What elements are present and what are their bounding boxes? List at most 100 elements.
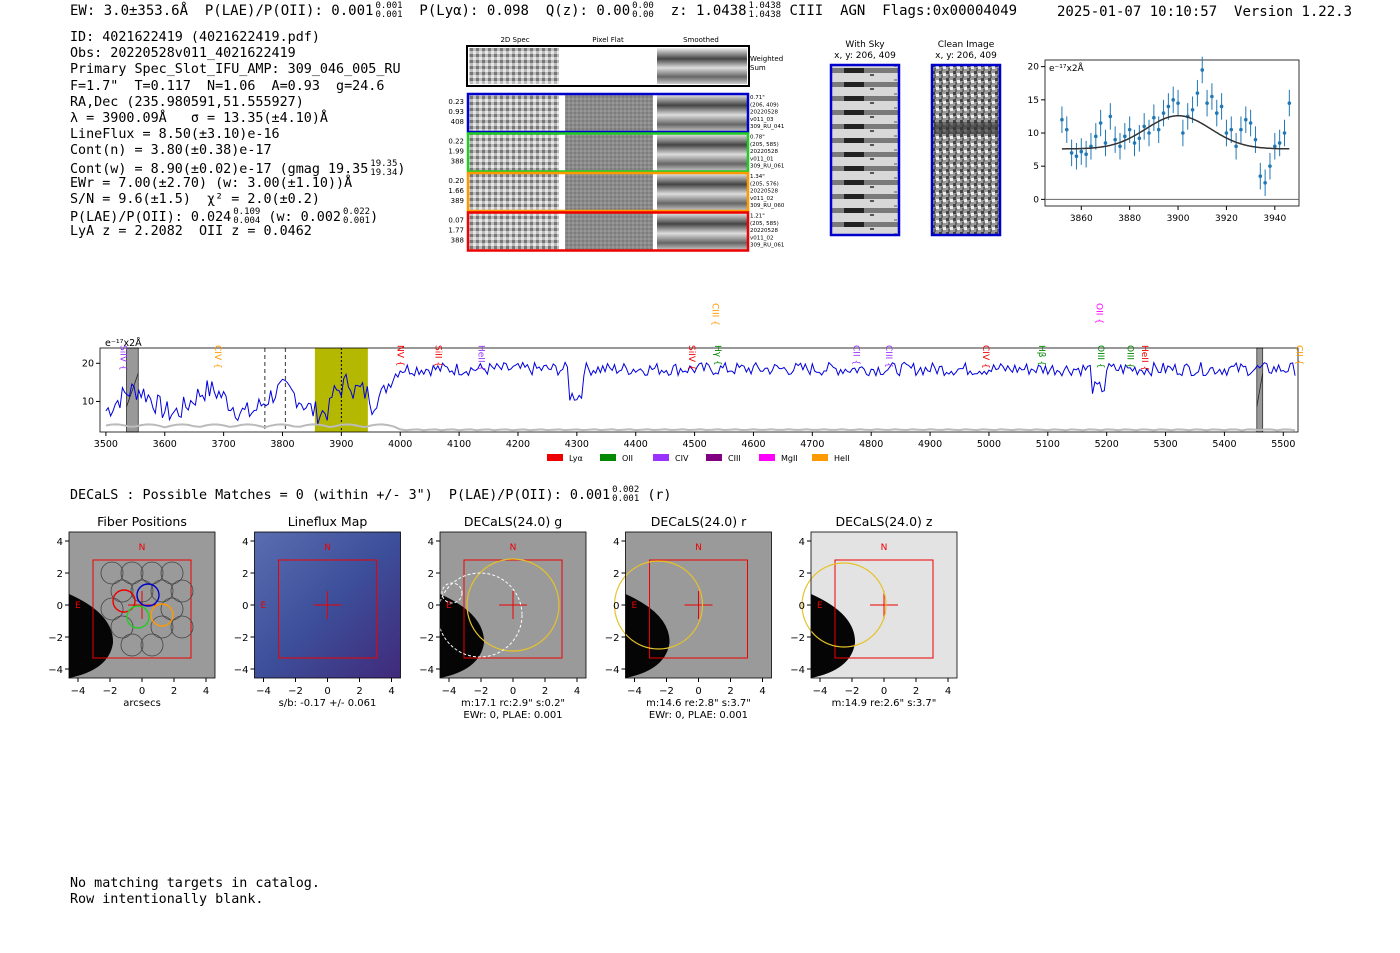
fit-data-point xyxy=(1161,111,1166,115)
decals-east-label: E xyxy=(446,601,452,611)
footer-line-2: Row intentionally blank. xyxy=(70,892,264,907)
decals-xtick-label: 0 xyxy=(324,686,330,697)
line-fit-chart: 3860 3880 3900 3920 3940 0 5 10 15 20 e⁻¹⁷x2Å xyxy=(1028,56,1300,224)
fiber-circle xyxy=(160,561,184,585)
fit-data-point xyxy=(1113,137,1117,142)
decals-xtick-label: −2 xyxy=(103,686,118,697)
cutout-pixelflat xyxy=(565,133,653,172)
header-plae: P(LAE)/P(OII): 0.001 xyxy=(204,3,374,19)
cutout-row-right-value: v011_02 xyxy=(750,196,774,202)
decals-xtick-label: −4 xyxy=(71,686,86,697)
info-plae-hi: 0.109 xyxy=(233,207,261,218)
fit-xtick-label: 3880 xyxy=(1118,214,1141,224)
fit-data-point xyxy=(1282,131,1287,135)
fiber-circle xyxy=(100,597,124,621)
cutout-row-right-value: 20220528 xyxy=(750,110,778,116)
decals-xtick-label: 2 xyxy=(913,686,919,697)
header-z: z: 1.0438 xyxy=(670,3,747,19)
decals-xtick-label: 4 xyxy=(203,686,209,697)
sky-images: With Sky x, y: 206, 409 Clean Image x, y… xyxy=(829,40,1002,237)
cutout-smoothed xyxy=(657,212,747,251)
fit-data-point xyxy=(1248,121,1253,125)
fit-data-point xyxy=(1205,101,1209,105)
cutout-row-frame xyxy=(466,132,750,173)
decals-source-blob xyxy=(440,594,485,678)
decals-ytick-label: −2 xyxy=(419,633,434,644)
cutout-2dspec xyxy=(469,173,559,211)
fit-plot-frame xyxy=(1044,59,1300,207)
full-spectrum-chart: 3500 3600 3700 3800 3900 4000 4100 4200 4300 4400… xyxy=(82,303,1303,463)
cutout-row-left-value: 388 xyxy=(451,158,464,166)
weighted-sum-label: Weighted xyxy=(750,55,783,63)
decals-xtick-label: 2 xyxy=(171,686,177,697)
fiber-circle xyxy=(120,633,144,657)
spectrum-xtick-label: 4300 xyxy=(565,439,589,450)
decals-ytick-label: −4 xyxy=(790,665,805,676)
cutout-row-1: 0.23 0.93 408 0.71"(206, 409) 20220528v011_0… xyxy=(448,92,784,134)
legend-label: MgII xyxy=(781,454,798,463)
decals-east-label: E xyxy=(632,601,638,611)
info-lambda: λ = 3900.09Å σ = 13.35(±4.10)Å xyxy=(70,110,328,126)
info-spec: Primary Spec_Slot_IFU_AMP: 309_046_005_R… xyxy=(70,62,401,78)
decals-panel-title: Lineflux Map xyxy=(288,514,368,529)
spectrum-xtick-label: 4400 xyxy=(624,439,648,450)
fit-data-point xyxy=(1273,144,1277,149)
header-version: Version 1.22.3 xyxy=(1234,4,1353,20)
decals-ytick-label: 2 xyxy=(799,569,805,580)
info-z-line: LyA z = 2.2082 OII z = 0.0462 xyxy=(70,224,312,240)
header-z-lo: 1.0438 xyxy=(748,10,782,20)
info-cont-w-end: ) xyxy=(397,161,406,177)
fit-data-point xyxy=(1147,131,1151,135)
fiber-circle xyxy=(140,633,164,657)
decals-north-label: N xyxy=(510,543,517,553)
decals-xtick-label: 0 xyxy=(881,686,887,697)
spectrum-xtick-label: 5500 xyxy=(1271,439,1295,450)
cutout-row-2: 0.22 1.99 388 0.78"(205, 585)20220528v011_0… xyxy=(448,132,784,173)
fit-data-point xyxy=(1166,104,1171,109)
info-plae: P(LAE)/P(OII): 0.024 0.109 0.004 (w: 0.002… xyxy=(70,207,405,226)
decals-east-label: E xyxy=(261,601,267,611)
fit-data-point xyxy=(1210,94,1214,99)
decals-xtick-label: −2 xyxy=(659,686,674,697)
fit-data-point xyxy=(1060,117,1064,122)
fit-data-point xyxy=(1103,141,1108,145)
decals-ytick-label: 0 xyxy=(57,601,63,612)
spectrum-xtick-label: 3600 xyxy=(153,439,177,450)
decals-summary-lo: 0.001 xyxy=(612,494,640,504)
spectrum-xtick-label: 3500 xyxy=(94,439,118,450)
decals-xtick-label: −2 xyxy=(474,686,489,697)
decals-ytick-label: −2 xyxy=(790,633,805,644)
cutout-row-left-value: 388 xyxy=(451,237,464,245)
fit-unit-label: e⁻¹⁷x2Å xyxy=(1049,62,1085,74)
fit-data-point xyxy=(1258,174,1263,178)
spectrum-line-marker: HeII { xyxy=(476,345,486,371)
spectrum-xtick-label: 4800 xyxy=(859,439,883,450)
decals-ytick-label: 2 xyxy=(57,569,63,580)
spectrum-flux-line xyxy=(105,360,1296,425)
fit-data-point xyxy=(1069,151,1074,155)
decals-aperture-box xyxy=(92,559,192,659)
fit-model-curve xyxy=(1061,114,1290,150)
cutout-row-right-value: 309_RU_061 xyxy=(750,164,784,170)
fiber-circle xyxy=(170,579,194,603)
header-ew: EW: 3.0±353.6Å xyxy=(70,3,189,19)
weighted-sum-row: Weighted Sum xyxy=(466,45,783,87)
info-plae-w-hi: 0.022 xyxy=(342,207,371,218)
spectrum-line-marker: Hβ { xyxy=(1036,345,1046,366)
header-summary: EW: 3.0±353.6Å P(LAE)/P(OII): 0.001 0.001… xyxy=(70,2,1017,20)
decals-match-ellipse xyxy=(466,558,560,652)
decals-xtick-label: −2 xyxy=(845,686,860,697)
spectrum-ytick-label: 20 xyxy=(82,358,94,369)
info-cont-w-text: Cont(w) = 8.90(±0.02)e-17 (gmag 19.35 xyxy=(70,161,369,177)
fit-xtick-label: 3900 xyxy=(1167,214,1190,224)
fiber-circle xyxy=(130,579,154,603)
cutout-row-right-value: 309_RU_061 xyxy=(750,243,784,249)
fit-data-point xyxy=(1229,127,1234,132)
header-flags: Flags:0x00004049 xyxy=(882,3,1018,19)
clean-image-coords: x, y: 206, 409 xyxy=(935,51,997,61)
fit-data-point xyxy=(1142,124,1146,129)
decals-aperture-box xyxy=(278,559,377,659)
header-plae-lo: 0.001 xyxy=(375,10,403,20)
spectrum-ytick-label: 10 xyxy=(82,396,94,407)
col-title-2dspec: 2D Spec xyxy=(500,36,529,44)
